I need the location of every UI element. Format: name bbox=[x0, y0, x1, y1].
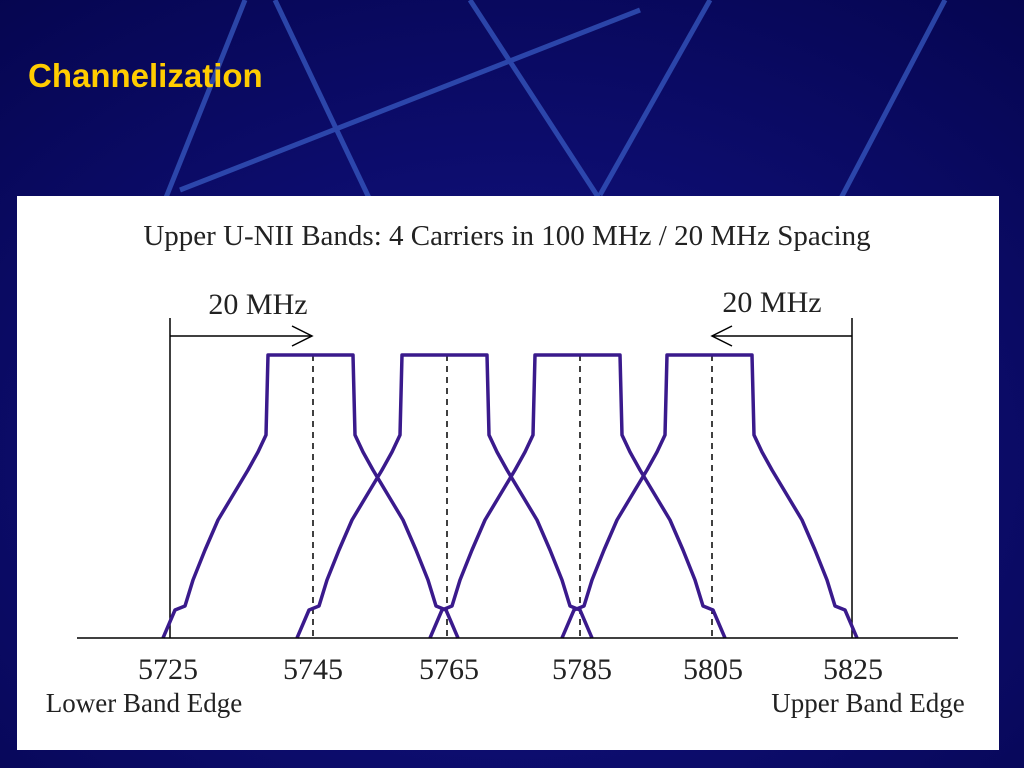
frequency-label: 5805 bbox=[683, 653, 743, 686]
spectral-mask bbox=[428, 353, 727, 639]
band-edge-label: Lower Band Edge bbox=[46, 688, 242, 718]
background-lines bbox=[162, 0, 948, 202]
spacing-label: 20 MHz bbox=[722, 286, 821, 319]
center-lines bbox=[312, 355, 713, 638]
frequency-label: 5825 bbox=[823, 653, 883, 686]
figure-heading: Upper U-NII Bands: 4 Carriers in 100 MHz… bbox=[143, 220, 870, 252]
frequency-labels: 5725 5745 5765 5785 5805 5825 bbox=[138, 653, 883, 686]
frequency-label: 5765 bbox=[419, 653, 479, 686]
spectral-mask bbox=[560, 353, 859, 639]
frequency-label: 5785 bbox=[552, 653, 612, 686]
slide-title: Channelization bbox=[28, 57, 263, 94]
spectral-mask bbox=[161, 353, 460, 639]
spectral-masks bbox=[161, 353, 859, 639]
frequency-label: 5745 bbox=[283, 653, 343, 686]
band-edge-label: Upper Band Edge bbox=[771, 688, 964, 718]
spectral-mask bbox=[295, 353, 594, 639]
spacing-label: 20 MHz bbox=[208, 288, 307, 321]
frequency-label: 5725 bbox=[138, 653, 198, 686]
spacing-arrows bbox=[169, 318, 853, 638]
